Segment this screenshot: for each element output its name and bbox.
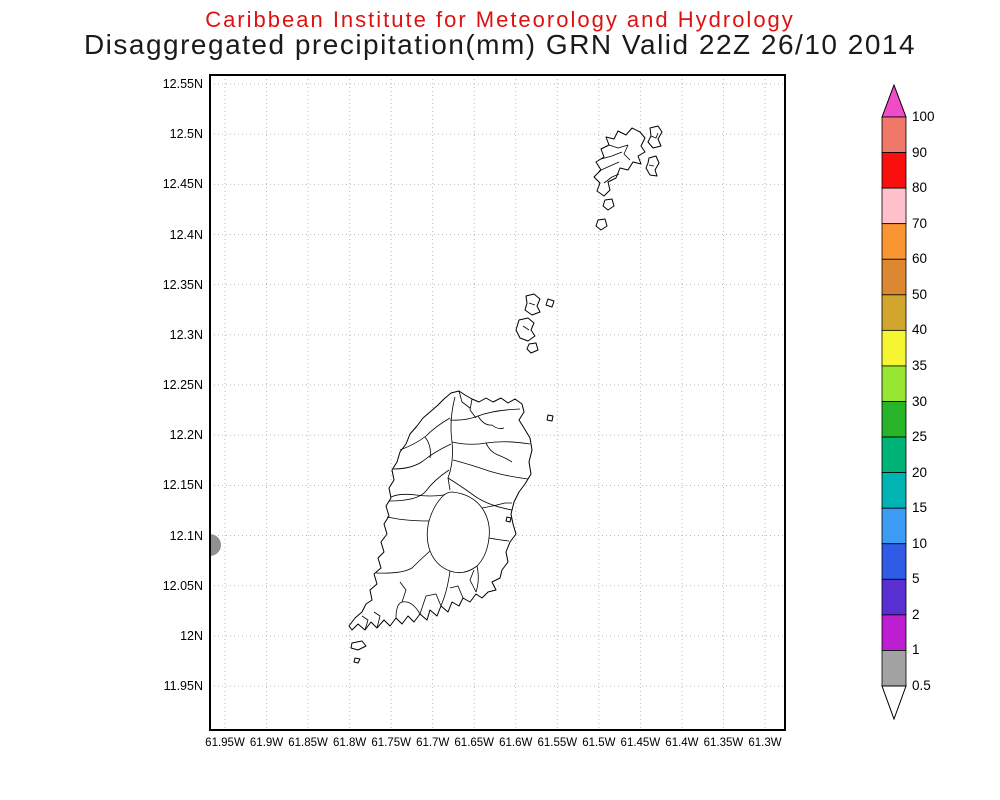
- precip-shaded-patch: [210, 534, 221, 556]
- petite-martinique-island: [647, 125, 663, 149]
- plot-title: Disaggregated precipitation(mm) GRN Vali…: [83, 29, 917, 60]
- colorbar-band: [881, 223, 907, 260]
- colorbar-band: [881, 152, 907, 189]
- x-axis-tick-label: 61.55W: [537, 737, 578, 749]
- y-axis-tick-label: 12.5N: [169, 127, 203, 142]
- x-axis-tick-label: 61.4W: [665, 737, 699, 749]
- colorbar-band: [881, 578, 907, 616]
- y-axis-tick-label: 12.3N: [169, 327, 203, 342]
- colorbar-tick-label: 35: [912, 357, 928, 373]
- colorbar-tick-label: 80: [912, 180, 928, 196]
- x-axis-tick-label: 61.5W: [582, 737, 616, 749]
- colorbar-tick-label: 30: [912, 393, 928, 409]
- colorbar-band: [881, 614, 907, 651]
- ronde-boundaries: [522, 302, 536, 331]
- carriacou-watershed-boundaries: [598, 144, 631, 184]
- y-axis-tick-label: 12.05N: [162, 578, 203, 593]
- x-axis-tick-label: 61.6W: [499, 737, 533, 749]
- y-axis-tick-label: 12.2N: [169, 428, 203, 443]
- colorbar: [881, 83, 907, 721]
- colorbar-tick-label: 5: [912, 571, 920, 587]
- frigate-island: [595, 218, 608, 231]
- colorbar-tick-label: 20: [912, 464, 928, 480]
- ronde-island: [515, 317, 536, 342]
- colorbar-tick-label: 2: [912, 606, 920, 622]
- colorbar-tick-label: 40: [912, 322, 928, 338]
- y-axis-tick-label: 12.45N: [162, 177, 203, 192]
- colorbar-tick-label: 1: [912, 642, 920, 658]
- colorbar-tick-label: 100: [912, 109, 935, 124]
- x-axis-tick-label: 61.35W: [703, 737, 744, 749]
- x-axis-tick-label: 61.9W: [249, 737, 284, 749]
- colorbar-band: [881, 650, 907, 687]
- colorbar-band: [881, 401, 907, 438]
- petite-martinique-boundary: [650, 132, 659, 139]
- y-axis-tick-label: 12.15N: [162, 478, 203, 493]
- carriacou-island: [593, 127, 646, 197]
- colorbar-tick-label: 60: [912, 251, 928, 267]
- green-island-islet: [546, 414, 554, 422]
- colorbar-tick-label: 25: [912, 429, 928, 445]
- colorbar-band: [881, 436, 907, 474]
- y-axis-tick-label: 12N: [180, 628, 203, 643]
- colorbar-band: [881, 258, 907, 296]
- y-axis-tick-label: 12.55N: [162, 77, 203, 91]
- colorbar-band: [881, 472, 907, 509]
- colorbar-tick-label: 15: [912, 500, 928, 516]
- colorbar-tick-label: 10: [912, 535, 928, 551]
- x-axis-tick-label: 61.65W: [454, 737, 495, 749]
- glover-island: [350, 640, 367, 651]
- y-axis-tick-label: 11.95N: [163, 679, 203, 693]
- colorbar-top-arrow: [881, 83, 907, 118]
- y-axis-tick-label: 12.4N: [169, 227, 203, 242]
- colorbar-band: [881, 507, 907, 545]
- plot-frame: [209, 74, 786, 731]
- grenada-watershed-boundaries: [361, 390, 531, 631]
- colorbar-tick-label: 50: [912, 286, 928, 302]
- colorbar-tick-label: 0.5: [912, 678, 931, 693]
- colorbar-band: [881, 187, 907, 225]
- saline-island: [602, 198, 615, 211]
- colorbar-band: [881, 329, 907, 367]
- y-axis-tick-label: 12.1N: [169, 528, 203, 543]
- y-axis-tick-label: 12.25N: [162, 378, 203, 392]
- east-coast-islet: [505, 516, 512, 523]
- x-axis-tick-label: 61.3W: [748, 737, 782, 749]
- colorbar-bottom-arrow: [881, 685, 907, 721]
- grenada-island-coastline: [348, 390, 533, 631]
- colorbar-band: [881, 116, 907, 153]
- colorbar-tick-label: 90: [912, 144, 928, 160]
- x-axis-tick-label: 61.95W: [205, 737, 245, 749]
- x-axis-tick-label: 61.7W: [416, 737, 450, 749]
- y-axis-tick-label: 12.35N: [162, 277, 203, 292]
- south-islet: [353, 657, 361, 664]
- x-axis-tick-label: 61.75W: [371, 737, 411, 749]
- islands-layer: [348, 125, 663, 664]
- colorbar-tick-label: 70: [912, 215, 928, 231]
- les-tantes-islet: [545, 298, 555, 308]
- caille-island: [526, 342, 539, 354]
- petit-st-vincent-boundary: [648, 164, 655, 167]
- x-axis-tick-label: 61.45W: [620, 737, 661, 749]
- colorbar-band: [881, 365, 907, 402]
- colorbar-band: [881, 294, 907, 331]
- colorbar-band: [881, 543, 907, 580]
- institute-title: Caribbean Institute for Meteorology and …: [205, 7, 795, 32]
- x-axis-tick-label: 61.8W: [332, 737, 367, 749]
- x-axis-tick-label: 61.85W: [288, 737, 328, 749]
